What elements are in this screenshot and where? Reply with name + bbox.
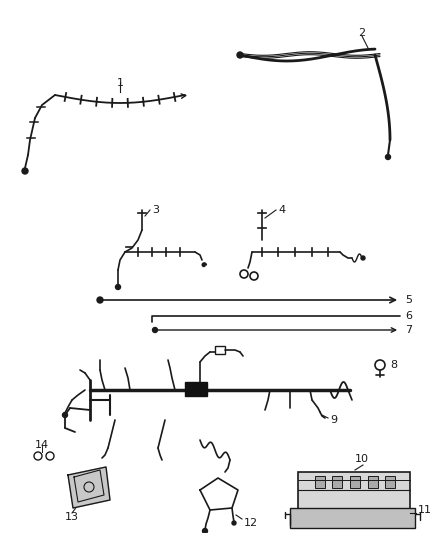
Text: 11: 11	[418, 505, 432, 515]
Text: 9: 9	[330, 415, 337, 425]
Bar	[215, 346, 225, 354]
Bar	[350, 476, 360, 488]
Text: 14: 14	[35, 440, 49, 450]
Bar	[185, 382, 207, 396]
Text: 1: 1	[117, 78, 124, 88]
Circle shape	[22, 168, 28, 174]
Text: 3: 3	[152, 205, 159, 215]
Text: 13: 13	[65, 512, 79, 522]
Circle shape	[232, 521, 236, 525]
Text: 4: 4	[278, 205, 285, 215]
Text: 7: 7	[405, 325, 412, 335]
Circle shape	[202, 529, 208, 533]
Bar	[290, 508, 415, 528]
Circle shape	[385, 155, 391, 159]
Text: 12: 12	[244, 518, 258, 528]
Polygon shape	[68, 467, 110, 508]
Circle shape	[116, 285, 120, 289]
Text: 6: 6	[405, 311, 412, 321]
Circle shape	[237, 52, 243, 58]
Bar	[298, 472, 410, 510]
Circle shape	[97, 297, 103, 303]
Bar	[315, 476, 325, 488]
Bar	[385, 476, 395, 488]
Bar	[332, 476, 342, 488]
Text: 5: 5	[405, 295, 412, 305]
Text: 10: 10	[355, 454, 369, 464]
Circle shape	[152, 327, 158, 333]
Text: 2: 2	[358, 28, 365, 38]
Circle shape	[361, 256, 365, 260]
Text: 8: 8	[390, 360, 397, 370]
Circle shape	[63, 413, 67, 417]
Bar	[368, 476, 378, 488]
